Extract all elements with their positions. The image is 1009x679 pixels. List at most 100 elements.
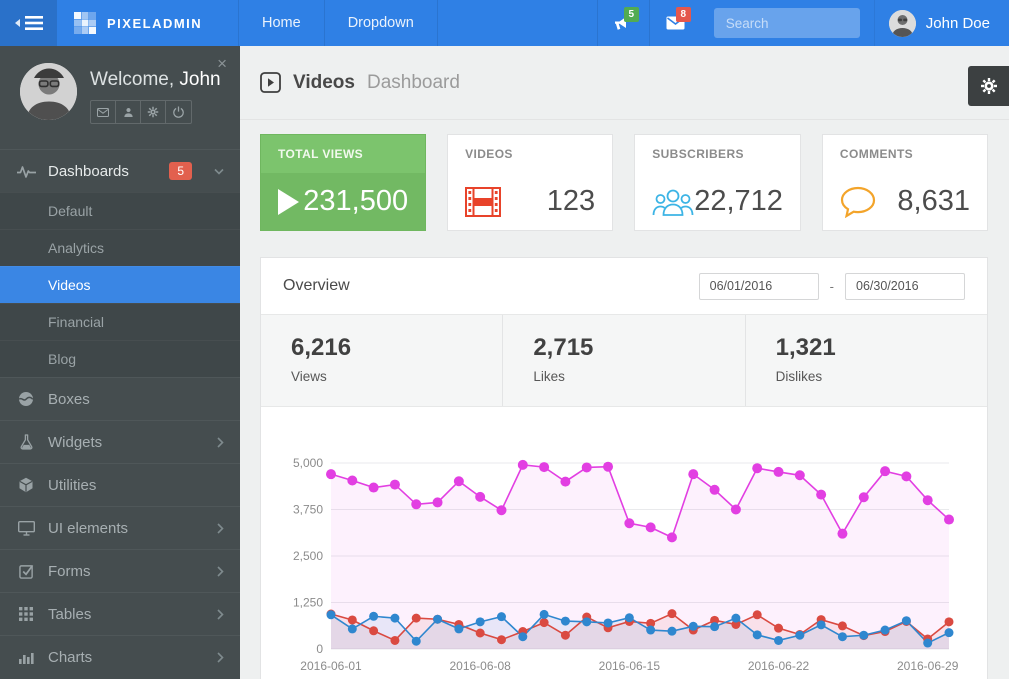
messages-button[interactable]: 8	[648, 0, 701, 46]
sidebar-item-boxes[interactable]: Boxes	[0, 377, 240, 420]
svg-text:2016-06-08: 2016-06-08	[449, 659, 511, 673]
sidebar-item-widgets[interactable]: Widgets	[0, 420, 240, 463]
cube-icon	[16, 477, 36, 493]
stat-value: 6,216	[291, 334, 352, 361]
sidebar-subitem-analytics[interactable]: Analytics	[0, 229, 240, 266]
profile-mail-button[interactable]	[91, 101, 116, 123]
sidebar-item-label: Utilities	[48, 476, 97, 494]
user-menu[interactable]: John Doe	[873, 0, 1009, 46]
profile-settings-button[interactable]	[141, 101, 166, 123]
check-square-icon	[16, 564, 36, 579]
bar-chart-icon	[16, 651, 36, 664]
dashboards-submenu: Default Analytics Videos Financial Blog	[0, 192, 240, 377]
sidebar-item-label: Tables	[48, 605, 92, 623]
card-label: VIDEOS	[465, 147, 513, 161]
chat-icon	[840, 186, 876, 218]
profile-action-group	[90, 100, 192, 124]
sidebar-item-label: UI elements	[48, 519, 129, 537]
svg-text:2016-06-15: 2016-06-15	[599, 659, 661, 673]
sidebar-subitem-blog[interactable]: Blog	[0, 340, 240, 377]
sidebar-item-tables[interactable]: Tables	[0, 592, 240, 635]
brand-name: PIXELADMIN	[107, 15, 203, 31]
page-title: Videos	[293, 71, 355, 93]
date-to-input[interactable]	[845, 272, 965, 300]
nav-item-home[interactable]: Home	[239, 0, 325, 46]
collapse-arrow-icon	[14, 19, 20, 27]
overview-panel-header: Overview -	[261, 258, 987, 314]
stat-views: 6,216 Views	[261, 315, 502, 406]
profile-logout-button[interactable]	[166, 101, 191, 123]
chevron-down-icon	[214, 168, 224, 175]
boxes-icon	[16, 391, 36, 407]
profile-close-icon[interactable]: ×	[217, 54, 227, 73]
flask-icon	[16, 434, 36, 450]
card-value: 123	[546, 185, 596, 217]
panel-title: Overview	[283, 277, 350, 294]
date-separator: -	[829, 278, 834, 294]
pixel-logo-icon	[74, 12, 96, 34]
hamburger-icon	[24, 16, 43, 30]
overview-chart-svg: 0 1,250 2,500 3,750 5,000 2016-06-01 2016-06-0…	[293, 456, 959, 673]
stat-label: Views	[291, 369, 327, 384]
welcome-text: Welcome, John	[90, 69, 221, 90]
date-range: -	[698, 272, 965, 300]
top-navbar: PIXELADMIN Home Dropdown 5 8 John Doe	[0, 0, 1009, 46]
brand-logo[interactable]: PIXELADMIN	[57, 0, 239, 46]
dashboards-count-badge: 5	[169, 162, 192, 180]
subitem-label: Videos	[48, 277, 91, 293]
date-from-input[interactable]	[698, 272, 819, 300]
svg-text:1,250: 1,250	[293, 596, 323, 610]
card-label: TOTAL VIEWS	[261, 135, 426, 173]
sidebar-item-dashboards[interactable]: Dashboards 5	[0, 149, 240, 192]
card-value: 8,631	[897, 185, 970, 217]
stat-value: 1,321	[775, 334, 836, 361]
nav-item-label: Dropdown	[347, 15, 414, 31]
sidebar-subitem-default[interactable]: Default	[0, 192, 240, 229]
profile-user-button[interactable]	[116, 101, 141, 123]
stat-cards-row: TOTAL VIEWS 231,500 VIDEOS 123 SUBSCRIBE…	[240, 120, 1009, 231]
main-content: Videos Dashboard TOTAL VIEWS 231,500 VID…	[240, 46, 1009, 679]
navbar-spacer	[438, 0, 597, 46]
subitem-label: Financial	[48, 314, 105, 330]
sidebar-profile: Welcome, John ×	[0, 46, 240, 143]
grid-icon	[16, 607, 36, 621]
sidebar-item-label: Dashboards	[48, 162, 129, 180]
sidebar-menu: Dashboards 5 Default Analytics Videos Fi…	[0, 149, 240, 678]
chevron-right-icon	[217, 651, 224, 663]
card-videos: VIDEOS 123	[447, 134, 614, 231]
svg-text:2016-06-29: 2016-06-29	[897, 659, 959, 673]
svg-text:0: 0	[316, 642, 323, 656]
chevron-right-icon	[217, 608, 224, 620]
overview-stats-row: 6,216 Views 2,715 Likes 1,321 Dislikes	[261, 314, 987, 407]
play-icon	[278, 188, 299, 215]
sidebar-subitem-financial[interactable]: Financial	[0, 303, 240, 340]
card-label: COMMENTS	[839, 147, 914, 161]
card-label: SUBSCRIBERS	[652, 147, 744, 161]
page-settings-button[interactable]	[968, 66, 1009, 106]
sidebar-item-utilities[interactable]: Utilities	[0, 463, 240, 506]
monitor-icon	[16, 520, 36, 536]
sidebar-item-forms[interactable]: Forms	[0, 549, 240, 592]
svg-text:2,500: 2,500	[293, 549, 323, 563]
profile-avatar	[20, 63, 77, 120]
search-input[interactable]	[713, 8, 860, 38]
nav-item-dropdown[interactable]: Dropdown	[325, 0, 438, 46]
messages-count-badge: 8	[675, 7, 691, 22]
chevron-right-icon	[217, 436, 224, 448]
chevron-right-icon	[217, 565, 224, 577]
sidebar-item-charts[interactable]: Charts	[0, 635, 240, 678]
announcements-button[interactable]: 5	[596, 0, 649, 46]
pulse-icon	[16, 164, 36, 178]
sidebar-subitem-videos[interactable]: Videos	[0, 266, 240, 303]
card-value: 231,500	[303, 185, 409, 217]
stat-label: Likes	[533, 369, 565, 384]
sidebar-toggle-button[interactable]	[0, 0, 57, 46]
sidebar-item-ui-elements[interactable]: UI elements	[0, 506, 240, 549]
user-avatar	[888, 9, 916, 37]
card-subscribers: SUBSCRIBERS 22,712	[634, 134, 801, 231]
card-value: 22,712	[694, 185, 783, 217]
film-icon	[465, 186, 502, 217]
subitem-label: Default	[48, 203, 93, 219]
users-icon	[652, 187, 694, 217]
svg-text:3,750: 3,750	[293, 503, 323, 517]
